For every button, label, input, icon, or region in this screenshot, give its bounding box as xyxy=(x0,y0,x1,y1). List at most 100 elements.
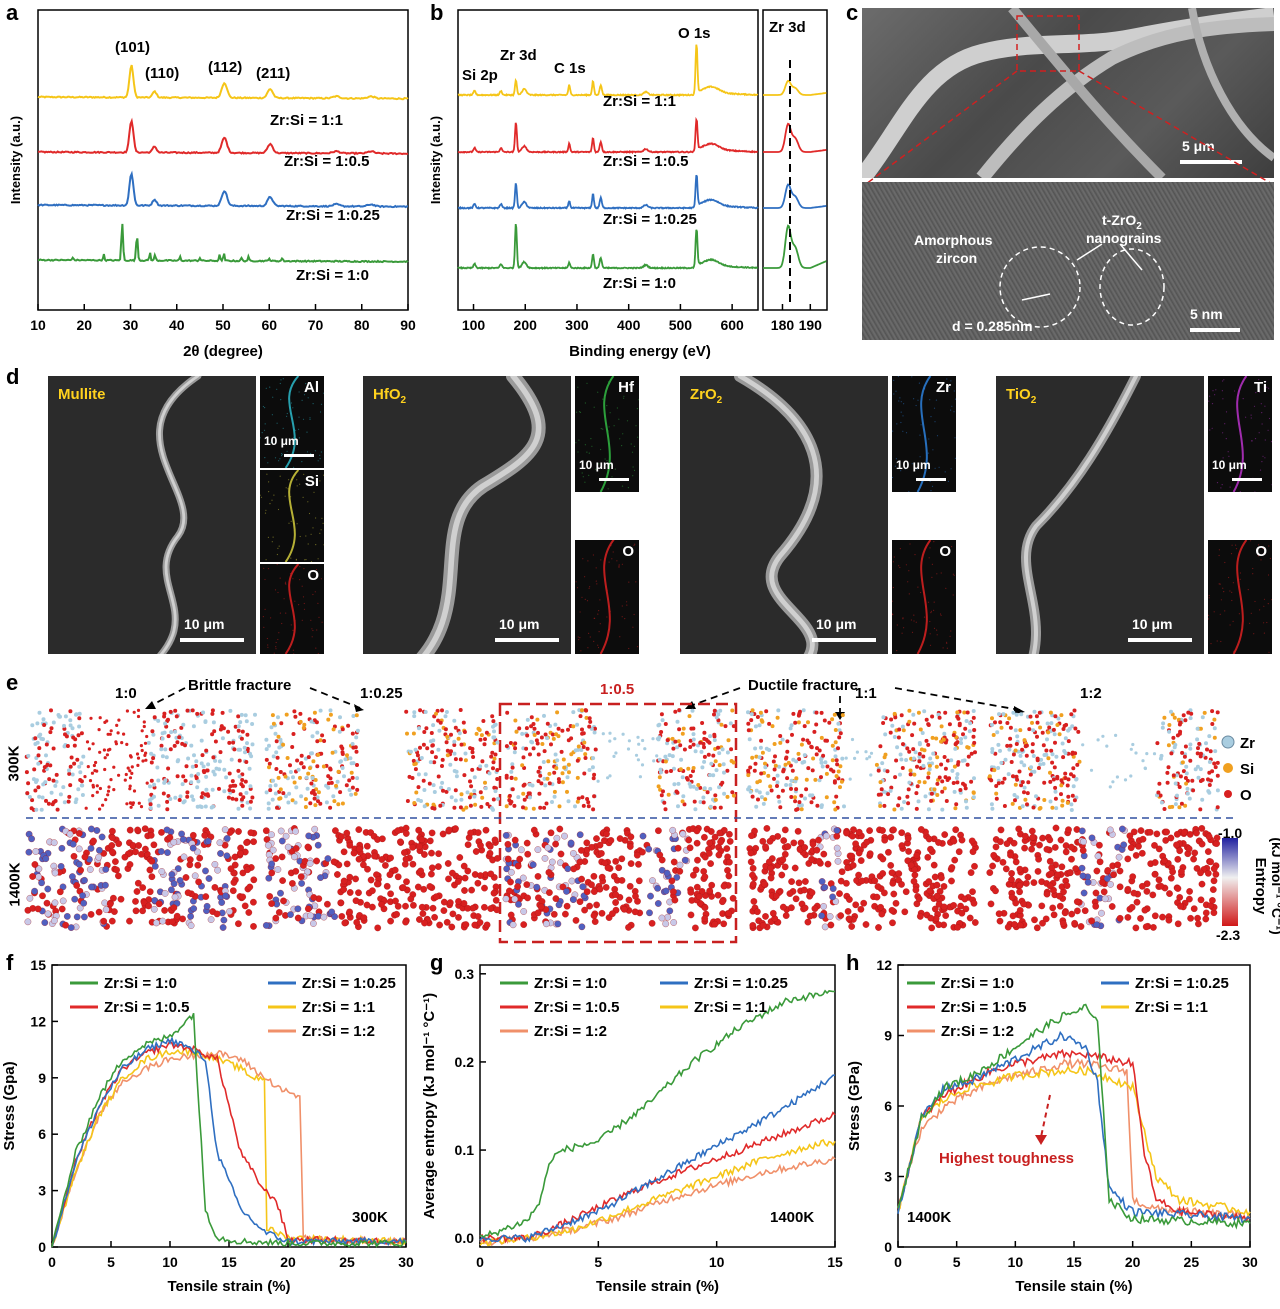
x-tick-label: 0 xyxy=(894,1254,902,1270)
eds-scale-label: 10 μm xyxy=(896,458,931,472)
eds-map-o: O xyxy=(892,540,956,654)
eds-element-label: Zr xyxy=(936,379,951,396)
xrd-xtick-label: 90 xyxy=(400,317,416,333)
y-tick-label: 0.3 xyxy=(455,966,475,982)
x-tick-label: 5 xyxy=(594,1254,602,1270)
y-tick-label: 0.0 xyxy=(455,1230,475,1246)
y-tick-label: 0.2 xyxy=(455,1054,475,1070)
xps-peak-c1s: C 1s xyxy=(554,60,586,77)
eds-map-si: Si xyxy=(260,470,324,562)
x-tick-label: 20 xyxy=(1125,1254,1141,1270)
xrd-xtick-label: 50 xyxy=(215,317,231,333)
material-label: HfO2 xyxy=(373,386,407,406)
scale-label: 10 μm xyxy=(1132,616,1173,632)
x-tick-label: 15 xyxy=(221,1254,237,1270)
tem-label-amorphous-1: Amorphous xyxy=(914,232,993,248)
y-axis-label: Stress (Gpa) xyxy=(1,1061,18,1150)
scale-label: 10 μm xyxy=(184,616,225,632)
y-tick-label: 0.1 xyxy=(455,1142,475,1158)
panel-label-f: f xyxy=(6,950,14,975)
xps-inset-xtick-label: 190 xyxy=(799,317,823,333)
xps-inset-frame xyxy=(762,9,828,311)
x-axis-label: Tensile strain (%) xyxy=(596,1278,719,1295)
xps-xticks: 100 200 300 400 500 600 180 190 xyxy=(462,304,822,333)
legend-label: Zr:Si = 1:2 xyxy=(534,1023,607,1040)
eds-element-label: O xyxy=(939,543,951,560)
panel-label-c: c xyxy=(846,0,859,25)
x-tick-label: 10 xyxy=(1008,1254,1024,1270)
xps-inset-title: Zr 3d xyxy=(769,19,806,36)
xps-inset-series-line xyxy=(763,79,827,96)
md-panel: Brittle fracture Ductile fracture 1:0 1:… xyxy=(24,677,1280,944)
x-tick-label: 0 xyxy=(48,1254,56,1270)
x-tick-label: 30 xyxy=(1242,1254,1258,1270)
x-tick-label: 10 xyxy=(162,1254,178,1270)
xps-peak-o1s: O 1s xyxy=(678,25,711,42)
eds-scale-bar xyxy=(599,478,629,481)
md-ratio-5: 1:2 xyxy=(1080,685,1102,702)
series-line xyxy=(897,1064,1251,1217)
eds-element-label: Hf xyxy=(618,379,634,396)
legend-label: Zr:Si = 1:1 xyxy=(302,999,375,1016)
series-line xyxy=(479,1111,836,1244)
panel-label-b: b xyxy=(430,0,444,25)
sem-image-zro: ZrO2 10 μm xyxy=(680,376,888,654)
xps-xtick-label: 400 xyxy=(617,317,641,333)
scale-bar xyxy=(812,638,876,642)
md-ratio-4: 1:1 xyxy=(855,685,877,702)
legend-label: Zr:Si = 1:2 xyxy=(941,1023,1014,1040)
eds-map-ti: Ti 10 μm xyxy=(1208,376,1272,492)
tem-label-amorphous-2: zircon xyxy=(936,250,978,266)
y-axis-label: Stress (GPa) xyxy=(846,1061,863,1151)
scale-label: 10 μm xyxy=(816,616,857,632)
xps-inset-series-line xyxy=(763,224,827,269)
series-line xyxy=(897,1057,1251,1221)
xps-inset-curves xyxy=(763,79,827,269)
y-tick-label: 12 xyxy=(876,957,892,973)
xrd-series-line xyxy=(38,223,409,264)
x-tick-label: 25 xyxy=(339,1254,355,1270)
x-tick-label: 30 xyxy=(398,1254,414,1270)
md-temp-300k: 300K xyxy=(5,745,23,782)
sem-image-hfo: HfO2 10 μm xyxy=(363,376,571,654)
eds-map-o: O xyxy=(1208,540,1272,654)
panel-label-d: d xyxy=(6,364,20,389)
temperature-annotation: 1400K xyxy=(770,1209,814,1226)
md-highlight-box xyxy=(498,702,738,944)
eds-scale-bar xyxy=(1232,478,1262,481)
legend-label: Zr:Si = 1:0.5 xyxy=(941,999,1026,1016)
xps-series-label-1: Zr:Si = 1:1 xyxy=(603,93,676,110)
xps-inset-xtick-label: 180 xyxy=(771,317,795,333)
eds-scale-bar xyxy=(284,454,314,457)
scale-bar xyxy=(180,638,244,642)
xps-curves xyxy=(457,44,759,270)
md-brittle-label: Brittle fracture xyxy=(188,677,291,694)
x-tick-label: 15 xyxy=(827,1254,843,1270)
xps-xlabel: Binding energy (eV) xyxy=(569,343,711,360)
panel-label-g: g xyxy=(430,950,444,975)
callout-label: Highest toughness xyxy=(939,1150,1074,1167)
series-line xyxy=(51,1039,407,1248)
sem-image-tio: TiO2 10 μm xyxy=(996,376,1204,654)
xrd-series-line xyxy=(37,117,409,156)
temperature-annotation: 1400K xyxy=(907,1209,951,1226)
eds-map-o: O xyxy=(575,540,639,654)
series-line xyxy=(479,1074,836,1243)
xrd-xtick-label: 10 xyxy=(30,317,46,333)
eds-element-label: O xyxy=(307,567,319,584)
xps-series-line xyxy=(457,223,758,270)
eds-map-o: O xyxy=(260,564,324,654)
x-axis-label: Tensile stain (%) xyxy=(1015,1278,1132,1295)
sem-fibers-drawing xyxy=(862,8,1274,178)
eds-scale-label: 10 μm xyxy=(1212,458,1247,472)
eds-map-al: Al 10 μm xyxy=(260,376,324,468)
scale-bar xyxy=(1128,638,1192,642)
tem-label-grains-1: t-ZrO2 xyxy=(1102,212,1142,232)
eds-element-label: Ti xyxy=(1253,379,1267,396)
xrd-peak-112: (112) xyxy=(208,59,242,76)
xrd-chart: Intensity (a.u.) 2θ (degree) 10 20 30 40 50 6… xyxy=(8,9,416,360)
xps-series-label-3: Zr:Si = 1:0.25 xyxy=(603,211,697,228)
xps-xtick-label: 100 xyxy=(462,317,486,333)
eds-scale-bar xyxy=(916,478,946,481)
xrd-xticks: 10 20 30 40 50 60 70 80 90 xyxy=(30,304,416,333)
